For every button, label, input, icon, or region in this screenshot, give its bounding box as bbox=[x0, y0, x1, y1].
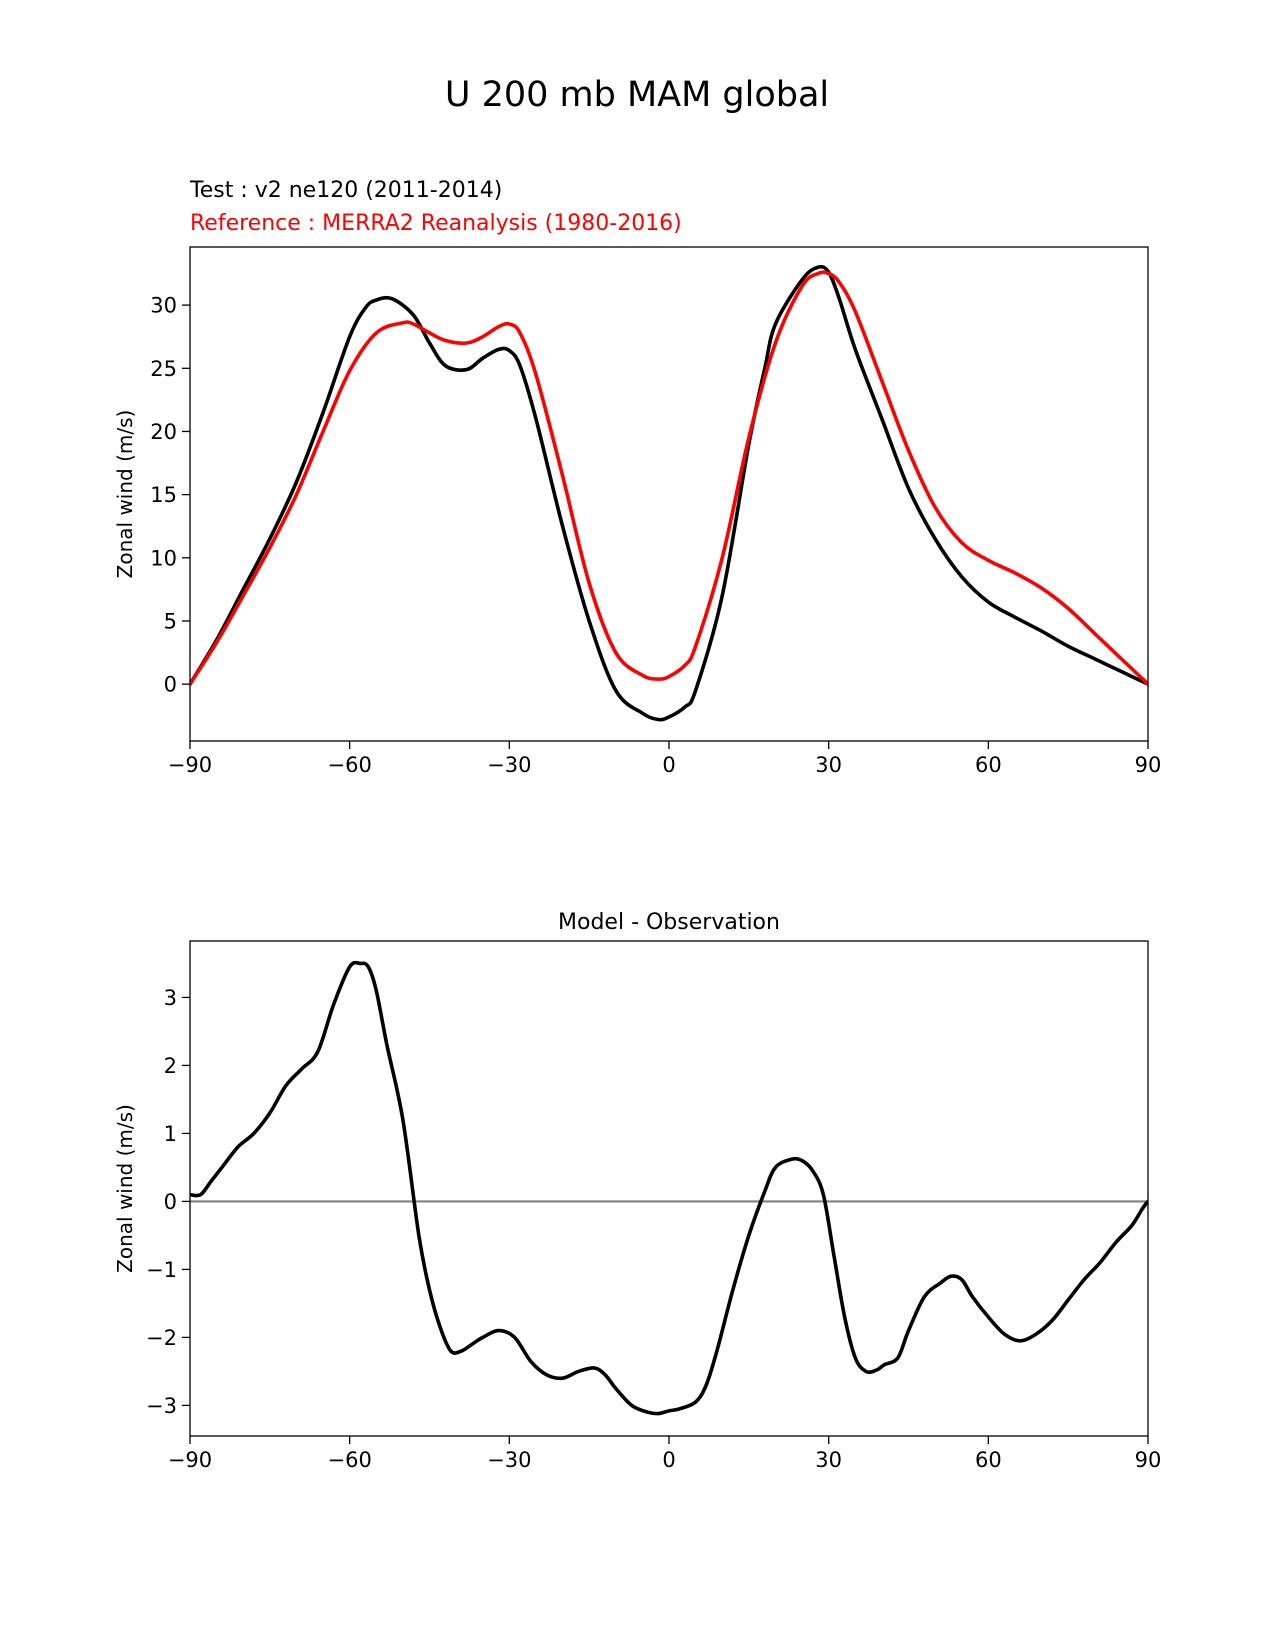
chart0-ytick-label: 30 bbox=[150, 294, 177, 318]
top-panel-zonal-wind: −90 −60 −30 0 30 60 90 0 5 10 15 20 25 30 Zonal wind (… bbox=[113, 246, 1162, 777]
chart0-xtick-label: 90 bbox=[1135, 753, 1162, 777]
chart0-ytick-label: 5 bbox=[164, 609, 177, 633]
chart0-xtick-label: 60 bbox=[975, 753, 1002, 777]
chart1-ytick-label: 0 bbox=[164, 1190, 177, 1214]
chart0-ytick-label: 10 bbox=[150, 546, 177, 570]
chart0-xtick-label: −30 bbox=[487, 753, 531, 777]
test-label: Test : v2 ne120 (2011-2014) bbox=[189, 178, 502, 203]
chart1-xtick-label: 30 bbox=[815, 1448, 842, 1472]
chart0-ytick-label: 25 bbox=[150, 357, 177, 381]
figure-title: U 200 mb MAM global bbox=[445, 75, 829, 115]
bottom-panel-difference: −90 −60 −30 0 30 60 90 −3 −2 −1 0 1 2 3 Zonal wind (m/… bbox=[113, 910, 1161, 1472]
chart1-title: Model - Observation bbox=[558, 910, 780, 935]
chart1-ytick-label: 2 bbox=[164, 1054, 177, 1078]
chart0-series-1-line bbox=[190, 270, 1148, 686]
chart0-y-axis-label: Zonal wind (m/s) bbox=[113, 410, 137, 579]
chart1-xtick-label: −30 bbox=[487, 1448, 531, 1472]
reference-label: Reference : MERRA2 Reanalysis (1980-2016… bbox=[190, 211, 682, 236]
chart1-ytick-label: −1 bbox=[146, 1258, 177, 1282]
chart1-xtick-label: 60 bbox=[975, 1448, 1002, 1472]
chart1-xtick-label: 0 bbox=[662, 1448, 675, 1472]
chart0-xtick-label: 30 bbox=[815, 753, 842, 777]
chart0-xtick-label: −60 bbox=[328, 753, 372, 777]
chart1-ytick-label: 1 bbox=[164, 1122, 177, 1146]
chart0-ytick-label: 0 bbox=[164, 673, 177, 697]
chart1-xtick-label: −60 bbox=[328, 1448, 372, 1472]
chart0-series-0-line bbox=[190, 264, 1148, 722]
chart1-y-axis-label: Zonal wind (m/s) bbox=[113, 1104, 137, 1273]
chart1-ytick-label: −2 bbox=[146, 1326, 177, 1350]
chart0-ytick-label: 20 bbox=[150, 420, 177, 444]
chart1-ytick-label: −3 bbox=[146, 1394, 177, 1418]
chart1-xtick-label: 90 bbox=[1135, 1448, 1162, 1472]
chart1-series-0-line bbox=[190, 960, 1148, 1416]
chart0-xtick-label: 0 bbox=[662, 753, 675, 777]
chart1-ytick-label: 3 bbox=[164, 986, 177, 1010]
chart1-xtick-label: −90 bbox=[168, 1448, 212, 1472]
chart0-xtick-label: −90 bbox=[168, 753, 212, 777]
chart0-ytick-label: 15 bbox=[150, 483, 177, 507]
